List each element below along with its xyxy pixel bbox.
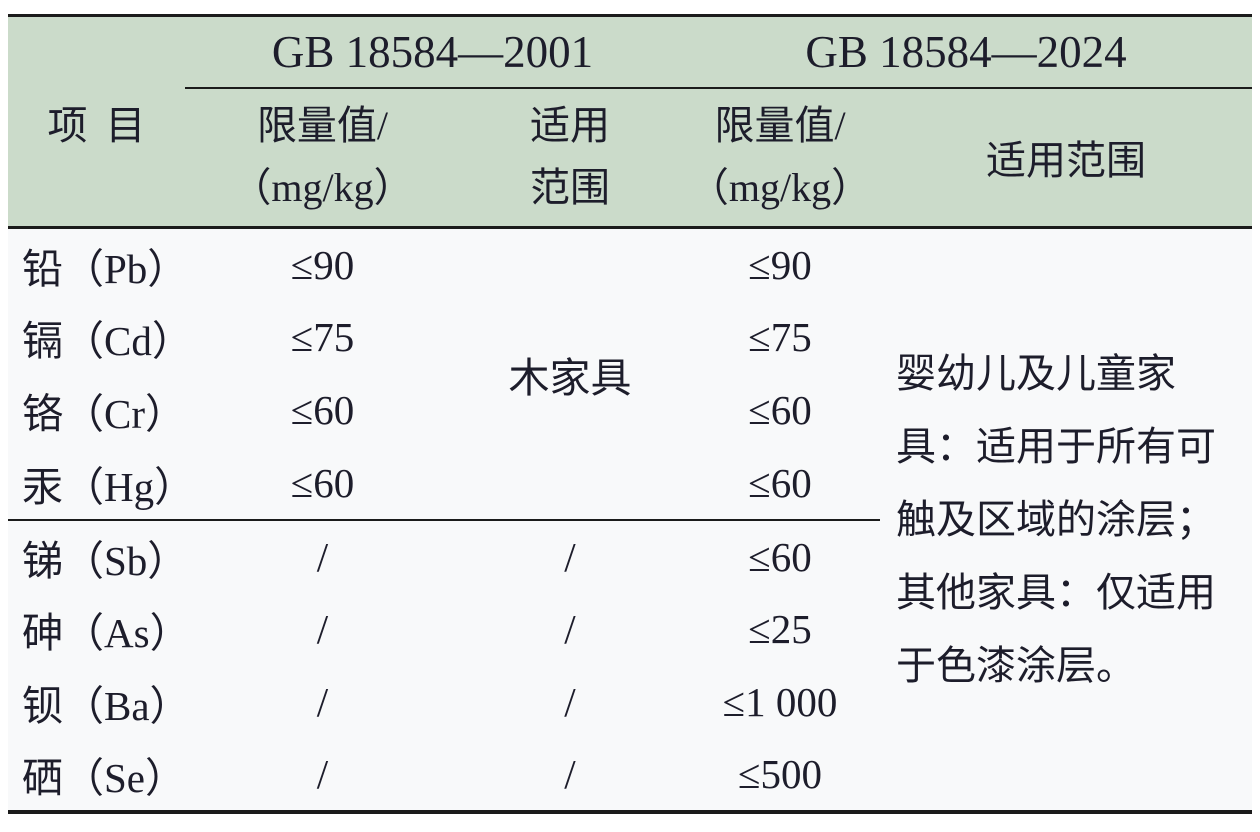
scope-2001-merged-cell: 木家具 [508, 354, 632, 401]
cell-item: 铬（Cr） [22, 391, 186, 437]
limit-2001-label-line1: 限量值/ [256, 103, 389, 149]
cell-item: 硒（Se） [22, 755, 186, 801]
table-row-cd: 镉（Cd） ≤75 ≤75 [8, 301, 1252, 374]
table-body: 铅（Pb） ≤90 木家具 ≤90 婴幼儿及儿童家 具：适用于所有可 触及区域的… [8, 228, 1252, 812]
cell-limit-2001: ≤60 [290, 459, 355, 506]
cell-scope-2001: / [564, 751, 576, 797]
limit-2001-label-line2: （mg/kg） [231, 165, 414, 211]
table-row-se: 硒（Se） / / ≤500 [8, 739, 1252, 812]
column-header-item: 项目 [8, 15, 185, 229]
cell-limit-2024: ≤500 [738, 751, 823, 797]
scope-2024-line: 婴幼儿及儿童家 [896, 350, 1177, 396]
cell-limit-2001: / [316, 751, 329, 797]
cell-limit-2024: ≤25 [748, 606, 812, 652]
scope-2024-line: 于色漆涂层。 [896, 642, 1137, 688]
cell-item: 铅（Pb） [22, 245, 189, 292]
table-row-sb: 锑（Sb） / / ≤60 [8, 518, 1252, 593]
cell-limit-2024: ≤60 [748, 387, 812, 433]
cell-limit-2001: / [316, 606, 329, 652]
cell-item: 汞（Hg） [22, 463, 196, 510]
cell-item: 砷（As） [22, 610, 191, 656]
table-row-cr: 铬（Cr） ≤60 ≤60 [8, 374, 1252, 447]
cell-item: 镉（Cd） [22, 318, 193, 364]
cell-limit-2024: ≤90 [748, 241, 812, 288]
table-header: 项目 GB 18584—2001 GB 18584—2024 限量值/ （mg/… [8, 15, 1253, 229]
cell-scope-2001: / [460, 518, 681, 593]
group-header-gb2001: GB 18584—2001 [185, 15, 681, 89]
scope-2024-line: 具：适用于所有可 [896, 423, 1217, 469]
table-row-as: 砷（As） / / ≤25 [8, 593, 1252, 666]
cell-limit-2001: ≤75 [290, 314, 355, 360]
table-row-hg: 汞（Hg） ≤60 ≤60 [8, 447, 1252, 520]
cell-limit-2024: ≤75 [748, 314, 812, 360]
item-header-label: 项目 [47, 102, 164, 148]
cell-item: 锑（Sb） [8, 518, 188, 593]
cell-limit-2001: / [316, 679, 329, 725]
cell-limit-2024: ≤1 000 [722, 679, 838, 725]
sub-header-row: 限量值/ （mg/kg） 适用 范围 限量值/ （mg/kg） 适用范围 [8, 87, 1253, 229]
table-row-pb: 铅（Pb） ≤90 木家具 ≤90 婴幼儿及儿童家 具：适用于所有可 触及区域的… [8, 228, 1252, 688]
table-row-ba: 钡（Ba） / / ≤1 000 [8, 666, 1252, 739]
scope-2001-label-line1: 适用 [530, 103, 610, 149]
table-wrapper: 项目 GB 18584—2001 GB 18584—2024 限量值/ （mg/… [8, 14, 1253, 814]
column-header-scope-2001: 适用 范围 [460, 87, 681, 229]
standards-comparison-table: 项目 GB 18584—2001 GB 18584—2024 限量值/ （mg/… [8, 14, 1253, 814]
scope-2001-label-line2: 范围 [530, 165, 610, 211]
scope-2024-merged-cell: 婴幼儿及儿童家 具：适用于所有可 触及区域的涂层； 其他家具：仅适用 于色漆涂层… [880, 228, 1252, 812]
cell-limit-2001: / [185, 518, 460, 593]
column-header-limit-2001: 限量值/ （mg/kg） [185, 87, 460, 229]
limit-2024-label-line2: （mg/kg） [688, 165, 872, 211]
scope-2024-line: 触及区域的涂层； [896, 496, 1217, 542]
cell-limit-2001: ≤60 [290, 387, 355, 433]
cell-scope-2001: / [564, 679, 576, 725]
group-header-gb2024: GB 18584—2024 [680, 15, 1253, 89]
limit-2024-label-line1: 限量值/ [714, 103, 846, 149]
cell-item: 钡（Ba） [22, 683, 191, 729]
column-header-scope-2024: 适用范围 [880, 87, 1253, 229]
cell-scope-2001: / [564, 606, 576, 652]
cell-limit-2024: ≤60 [680, 518, 881, 593]
cell-limit-2001: ≤90 [290, 241, 355, 288]
scope-2024-line: 其他家具：仅适用 [896, 569, 1217, 615]
column-header-limit-2024: 限量值/ （mg/kg） [680, 87, 881, 229]
group-header-row: 项目 GB 18584—2001 GB 18584—2024 [8, 15, 1253, 229]
cell-limit-2024: ≤60 [748, 459, 812, 506]
